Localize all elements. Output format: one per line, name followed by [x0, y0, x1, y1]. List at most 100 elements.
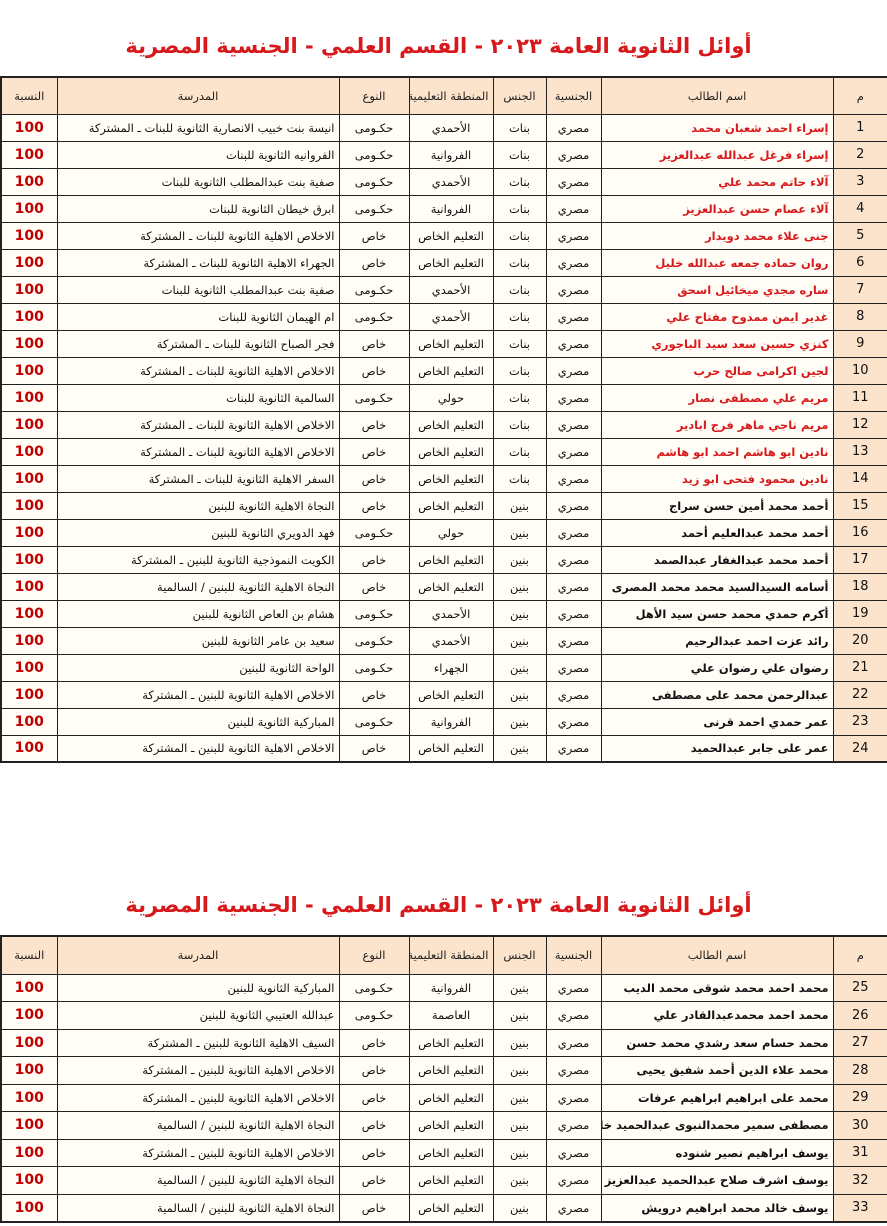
table-row: 16 أحمد محمد عبدالعليم أحمد مصري بنين حولي حك…: [0, 518, 887, 547]
cell-school: عبدالله العتيبي الثانوية للبنين: [56, 1001, 340, 1030]
cell-num: 30: [832, 1111, 887, 1140]
cell-gender: بنين: [492, 1001, 547, 1030]
cell-school: المباركية الثانوية للبنين: [56, 707, 340, 736]
cell-region: حولي: [408, 518, 494, 547]
cell-gender: بنات: [492, 194, 547, 223]
cell-type: حكـومى: [338, 194, 410, 223]
cell-name: روان حماده جمعه عبدالله خليل: [600, 248, 834, 277]
table-row: 22 عبدالرحمن محمد على مصطفى مصري بنين التعلي…: [0, 680, 887, 709]
cell-num: 20: [832, 626, 887, 655]
cell-gender: بنين: [492, 653, 547, 682]
cell-name: مصطفى سمير محمدالنبوى عبدالحميد خليل: [600, 1111, 834, 1140]
header-gender: الجنس: [492, 935, 547, 975]
cell-num: 18: [832, 572, 887, 601]
table-row: 18 أسامه السيدالسيد محمد محمد المصرى مصري ب…: [0, 572, 887, 601]
cell-nationality: مصري: [545, 464, 602, 493]
cell-name: عبدالرحمن محمد على مصطفى: [600, 680, 834, 709]
table-row: 32 يوسف اشرف صلاح عبدالحميد عبدالعزيز مصري…: [0, 1166, 887, 1195]
cell-region: الجهراء: [408, 653, 494, 682]
table-row: 7 ساره مجدي ميخائيل اسحق مصري بنات الأحمدي حك…: [0, 275, 887, 304]
cell-school: سعيد بن عامر الثانوية للبنين: [56, 626, 340, 655]
header-region: المنطقة التعليمية: [408, 935, 494, 975]
cell-region: الأحمدي: [408, 113, 494, 142]
cell-nationality: مصري: [545, 518, 602, 547]
cell-gender: بنين: [492, 518, 547, 547]
cell-school: النجاة الاهلية الثانوية للبنين / السالمي…: [56, 1166, 340, 1195]
table-row: 29 محمد على ابراهيم ابراهيم عرفات مصري بنين…: [0, 1083, 887, 1112]
table-row: 17 أحمد محمد عبدالغفار عبدالصمد مصري بنين ال…: [0, 545, 887, 574]
table-row: 12 مريم ناجي ماهر فرج ابادير مصري بنات التعل…: [0, 410, 887, 439]
cell-num: 8: [832, 302, 887, 331]
cell-name: أحمد محمد عبدالعليم أحمد: [600, 518, 834, 547]
cell-percent: 100: [0, 1138, 58, 1167]
cell-school: صفية بنت عبدالمطلب الثانوية للبنات: [56, 275, 340, 304]
cell-num: 14: [832, 464, 887, 493]
cell-gender: بنين: [492, 545, 547, 574]
cell-school: الاخلاص الاهلية الثانوية للبنات ـ المشتر…: [56, 437, 340, 466]
header-school: المدرسة: [56, 935, 340, 975]
cell-num: 3: [832, 167, 887, 196]
cell-percent: 100: [0, 1056, 58, 1085]
cell-school: الاخلاص الاهلية الثانوية للبنين ـ المشتر…: [56, 734, 340, 763]
cell-school: هشام بن العاص الثانوية للبنين: [56, 599, 340, 628]
cell-region: التعليم الخاص: [408, 734, 494, 763]
cell-gender: بنين: [492, 491, 547, 520]
cell-num: 32: [832, 1166, 887, 1195]
cell-num: 10: [832, 356, 887, 385]
cell-name: أحمد محمد أمين حسن سراج: [600, 491, 834, 520]
cell-school: السالمية الثانوية للبنات: [56, 383, 340, 412]
cell-gender: بنين: [492, 1083, 547, 1112]
cell-num: 29: [832, 1083, 887, 1112]
cell-nationality: مصري: [545, 221, 602, 250]
cell-num: 11: [832, 383, 887, 412]
cell-num: 5: [832, 221, 887, 250]
cell-region: التعليم الخاص: [408, 1056, 494, 1085]
cell-region: التعليم الخاص: [408, 329, 494, 358]
table-row: 9 كنزي حسين سعد سيد الباجوري مصري بنات التعل…: [0, 329, 887, 358]
cell-school: صفية بنت عبدالمطلب الثانوية للبنات: [56, 167, 340, 196]
cell-region: التعليم الخاص: [408, 437, 494, 466]
cell-name: نادين ابو هاشم احمد ابو هاشم: [600, 437, 834, 466]
cell-type: حكـومى: [338, 973, 410, 1002]
cell-percent: 100: [0, 653, 58, 682]
cell-region: التعليم الخاص: [408, 464, 494, 493]
cell-nationality: مصري: [545, 167, 602, 196]
cell-region: الأحمدي: [408, 302, 494, 331]
cell-percent: 100: [0, 1166, 58, 1195]
cell-nationality: مصري: [545, 599, 602, 628]
cell-type: حكـومى: [338, 275, 410, 304]
cell-nationality: مصري: [545, 680, 602, 709]
cell-percent: 100: [0, 680, 58, 709]
cell-school: الاخلاص الاهلية الثانوية للبنات ـ المشتر…: [56, 410, 340, 439]
cell-percent: 100: [0, 464, 58, 493]
header-percent: النسبة: [0, 76, 58, 115]
cell-region: الفروانية: [408, 194, 494, 223]
cell-num: 28: [832, 1056, 887, 1085]
cell-name: عمر حمدي احمد قرنى: [600, 707, 834, 736]
cell-nationality: مصري: [545, 437, 602, 466]
cell-school: الكويت النموذجية الثانوية للبنين ـ المشت…: [56, 545, 340, 574]
cell-school: الفروانيه الثانوية للبنات: [56, 140, 340, 169]
cell-name: محمد حسام سعد رشدي محمد حسن: [600, 1028, 834, 1057]
table-row: 25 محمد احمد محمد شوقى محمد الديب مصري بنين…: [0, 973, 887, 1002]
cell-gender: بنين: [492, 1028, 547, 1057]
cell-type: خاص: [338, 1083, 410, 1112]
cell-school: ابرق خيطان الثانوية للبنات: [56, 194, 340, 223]
cell-type: خاص: [338, 734, 410, 763]
table-row: 23 عمر حمدي احمد قرنى مصري بنين الفروانية حكـ…: [0, 707, 887, 736]
cell-gender: بنين: [492, 680, 547, 709]
cell-school: الاخلاص الاهلية الثانوية للبنين ـ المشتر…: [56, 680, 340, 709]
cell-type: خاص: [338, 680, 410, 709]
header-type: النوع: [338, 76, 410, 115]
cell-num: 24: [832, 734, 887, 763]
cell-percent: 100: [0, 572, 58, 601]
cell-num: 2: [832, 140, 887, 169]
cell-num: 13: [832, 437, 887, 466]
cell-percent: 100: [0, 167, 58, 196]
cell-gender: بنات: [492, 356, 547, 385]
cell-region: الفروانية: [408, 140, 494, 169]
cell-nationality: مصري: [545, 1001, 602, 1030]
header-region: المنطقة التعليمية: [408, 76, 494, 115]
cell-region: التعليم الخاص: [408, 491, 494, 520]
cell-gender: بنين: [492, 1193, 547, 1222]
